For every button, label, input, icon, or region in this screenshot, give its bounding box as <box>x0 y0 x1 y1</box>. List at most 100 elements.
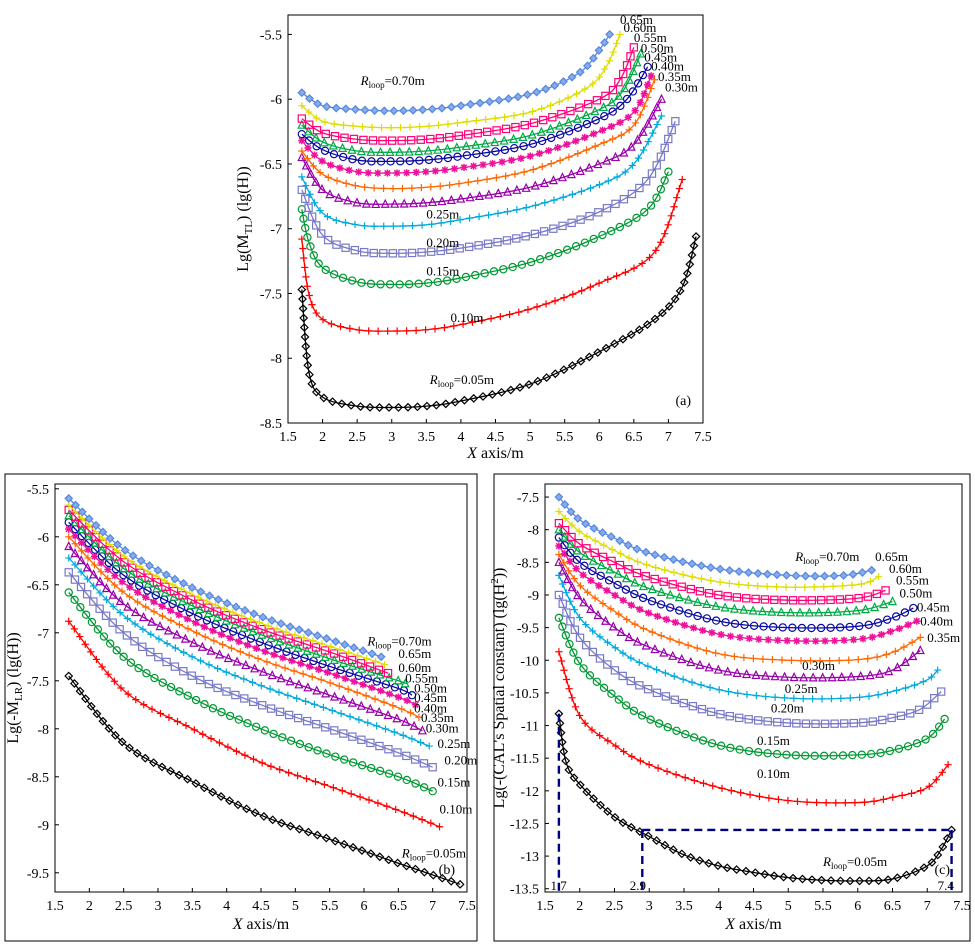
data-point <box>876 748 885 758</box>
data-point <box>281 664 289 672</box>
data-point <box>695 856 705 865</box>
data-point <box>221 611 231 620</box>
data-point <box>358 123 367 131</box>
data-point <box>455 879 465 889</box>
data-point <box>161 570 171 580</box>
data-point <box>830 719 839 728</box>
data-point <box>169 591 179 601</box>
data-point <box>550 369 560 379</box>
data-point <box>653 612 662 620</box>
data-point <box>403 696 411 705</box>
data-point <box>565 153 573 161</box>
data-point <box>435 134 445 143</box>
data-point <box>588 647 598 657</box>
data-point <box>136 563 144 571</box>
data-point <box>97 559 105 567</box>
data-point <box>115 625 124 634</box>
data-point <box>887 596 898 606</box>
data-point <box>706 563 716 572</box>
data-point <box>660 143 669 153</box>
data-point <box>889 793 897 801</box>
data-point <box>156 709 165 718</box>
series-0.05m <box>297 232 701 412</box>
data-point <box>630 264 638 272</box>
data-point <box>560 550 568 558</box>
data-point <box>483 239 493 248</box>
data-point <box>301 263 309 272</box>
data-point <box>657 631 665 640</box>
data-point <box>301 341 311 351</box>
data-point <box>213 683 222 693</box>
data-point <box>629 43 639 52</box>
data-point <box>934 666 942 674</box>
data-point <box>940 714 949 724</box>
data-point <box>65 554 73 562</box>
data-point <box>411 864 420 874</box>
data-point <box>304 743 313 752</box>
data-point <box>638 593 648 603</box>
data-point <box>294 824 304 834</box>
data-point <box>158 612 167 620</box>
data-point <box>407 691 417 700</box>
series-0.10m <box>298 175 686 335</box>
data-point <box>530 229 540 239</box>
data-point <box>548 113 557 122</box>
data-point <box>674 592 684 602</box>
data-point <box>154 652 163 662</box>
data-point <box>840 636 848 644</box>
data-point <box>584 352 594 362</box>
data-point <box>178 591 187 600</box>
data-point <box>157 762 167 772</box>
data-point <box>616 550 625 558</box>
data-point <box>519 141 528 151</box>
data-point <box>555 130 565 139</box>
data-point <box>664 167 673 176</box>
data-point <box>644 93 652 102</box>
data-point <box>872 589 882 599</box>
data-point <box>650 76 659 84</box>
data-point <box>591 537 599 545</box>
data-point <box>615 560 625 570</box>
data-point <box>512 234 521 243</box>
data-point <box>433 277 442 287</box>
data-point <box>684 641 692 649</box>
data-point <box>679 571 687 579</box>
data-point <box>413 402 422 412</box>
data-point <box>877 630 886 639</box>
data-point <box>464 242 474 252</box>
data-point <box>716 741 726 750</box>
data-point <box>863 592 873 601</box>
data-point <box>374 169 382 177</box>
data-point <box>286 821 295 831</box>
annotation-label: 0.55m <box>896 573 929 588</box>
data-point <box>319 703 327 712</box>
data-point <box>210 637 218 645</box>
data-point <box>511 170 519 178</box>
data-point <box>347 697 357 707</box>
annotation-label: 0.25m <box>426 206 459 221</box>
data-point <box>730 619 740 628</box>
data-point <box>530 180 540 190</box>
data-point <box>820 583 828 591</box>
data-point <box>328 397 337 407</box>
data-point <box>626 676 636 686</box>
data-point <box>650 574 659 584</box>
data-point <box>851 799 859 807</box>
data-point <box>673 194 681 202</box>
data-point <box>652 246 660 254</box>
data-point <box>293 637 302 646</box>
data-point <box>769 622 778 632</box>
data-point <box>329 270 339 279</box>
data-point <box>64 510 74 520</box>
data-point <box>563 117 574 127</box>
data-point <box>478 316 486 325</box>
data-point <box>667 125 676 135</box>
data-point <box>751 669 761 680</box>
data-point <box>404 280 414 289</box>
data-point <box>392 713 402 723</box>
data-point <box>418 815 426 824</box>
data-point <box>582 620 590 629</box>
data-point <box>604 737 612 745</box>
data-point <box>575 711 584 720</box>
data-point <box>465 192 475 202</box>
